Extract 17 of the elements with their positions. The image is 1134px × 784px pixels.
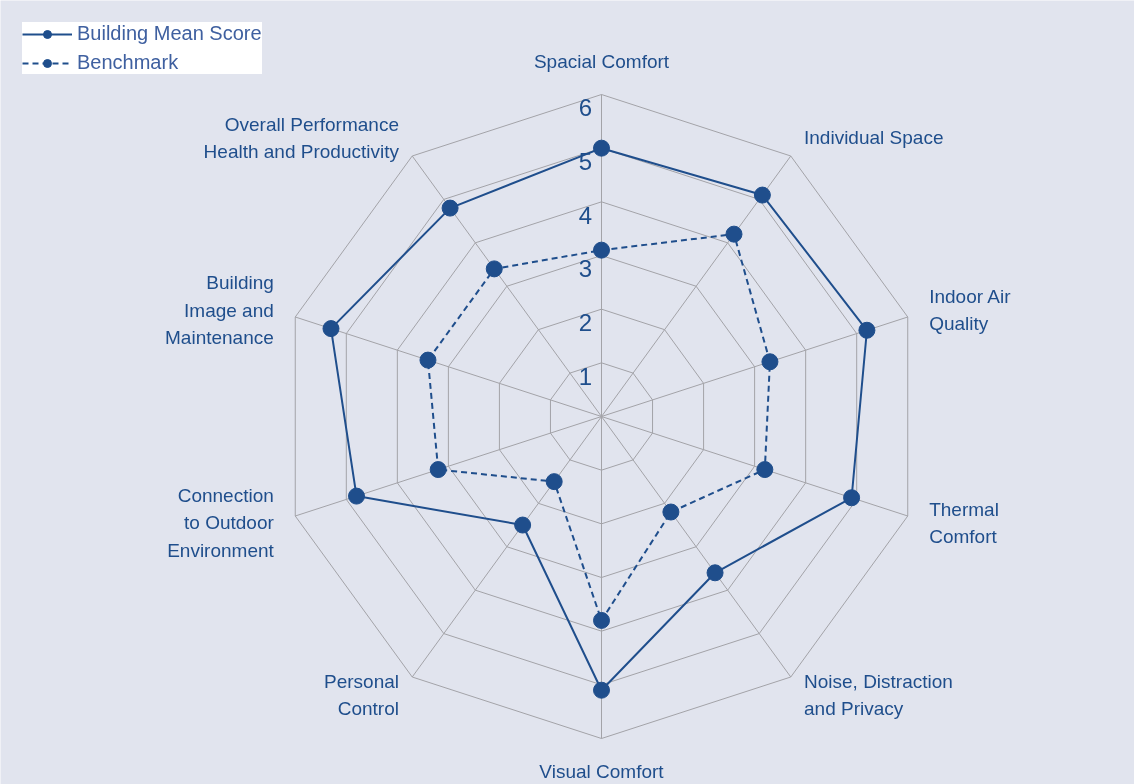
spoke-label: Individual Space [804,127,944,149]
spoke-label: Spacial Comfort [533,50,670,72]
spoke-label: Thermal Comfort [929,498,999,548]
y-tick-label: 6 [578,94,593,122]
legend-label: Benchmark [77,51,179,74]
spoke-label: Personal Control [324,671,399,720]
spoke-label: Visual Comfort [539,761,665,783]
legend-label: Building Mean Score [77,22,262,45]
spoke-label: Overall Performance Health and Productivity [203,113,400,162]
spoke-label: Indoor Air Quality [929,285,1012,335]
y-tick-label: 2 [578,309,593,337]
spoke-label: Noise, Distraction and Privacy [804,671,953,720]
spoke-label: Building Image and Maintenance [165,272,274,348]
y-tick-label: 4 [578,201,593,229]
y-tick-label: 3 [578,255,593,283]
y-tick-label: 1 [578,362,593,390]
spoke-label: Connection to Outdoor Environment [167,485,275,561]
